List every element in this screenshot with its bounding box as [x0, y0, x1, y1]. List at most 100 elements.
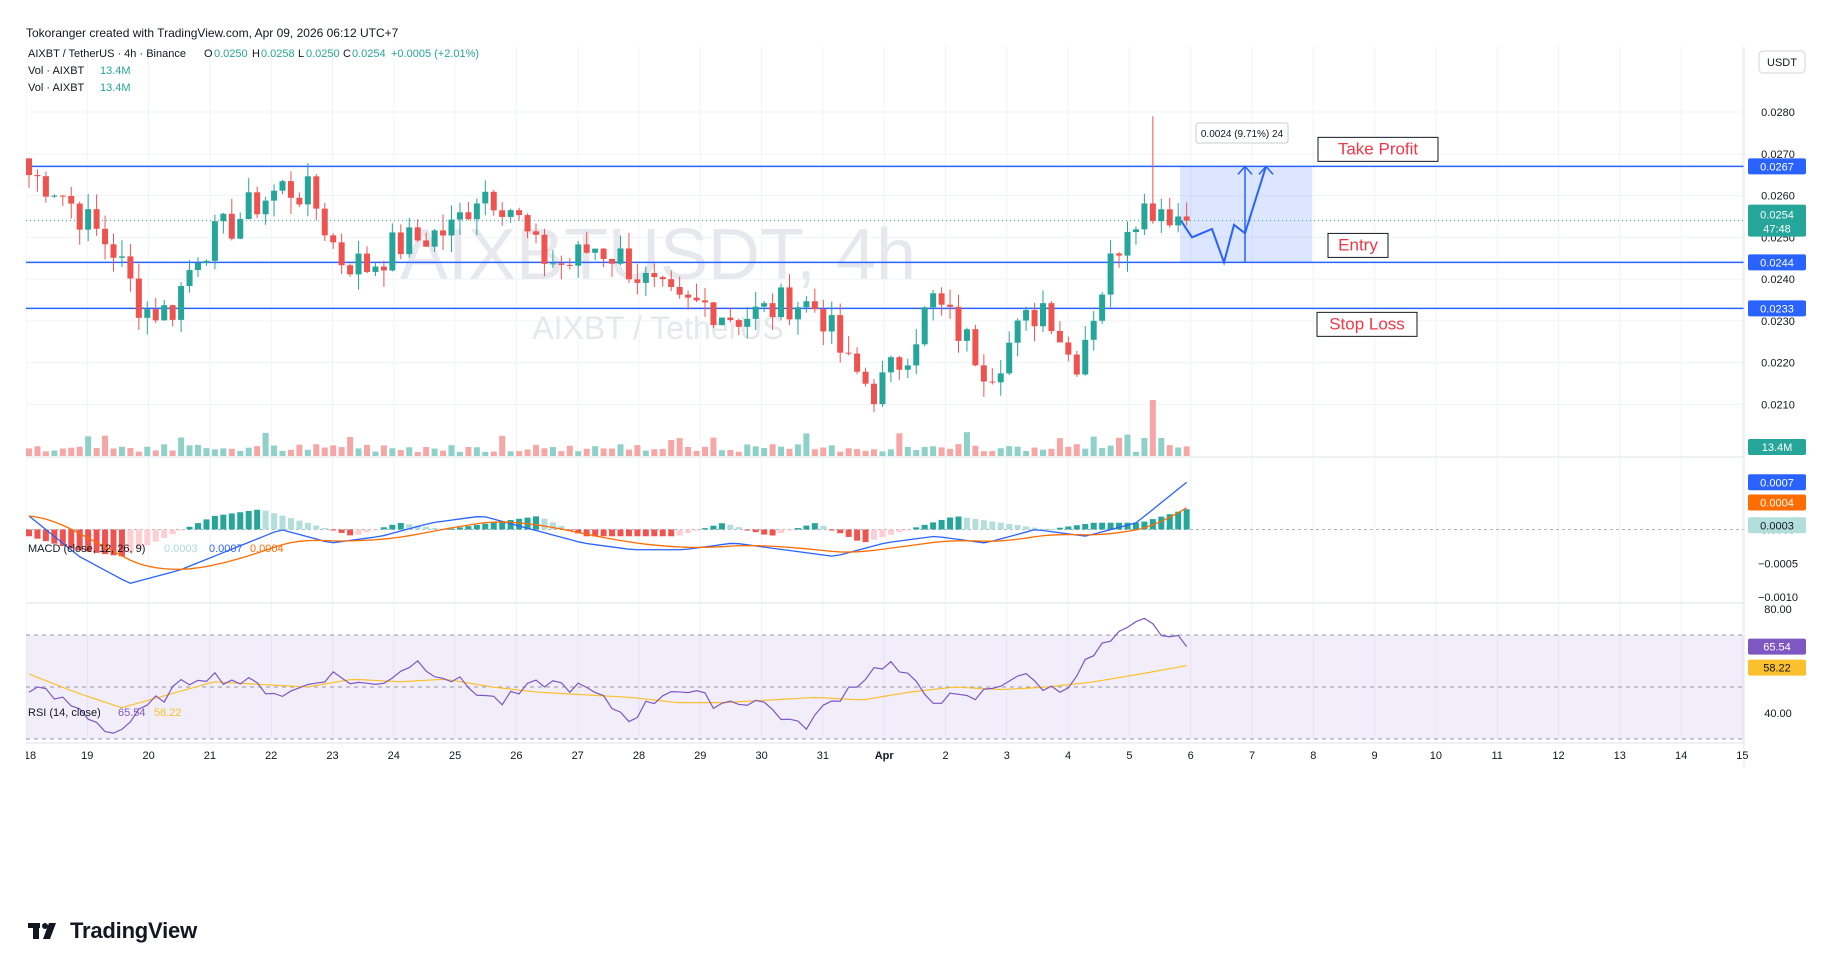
time-tick-label: 25 — [449, 750, 461, 762]
volume-bar — [575, 451, 582, 456]
macd-hist-bar — [364, 529, 370, 533]
time-axis[interactable]: 18 19 20 21 22 23 24 25 26 27 28 29 30 31 Apr 2 3 4 5 6 7 8 9 1… — [24, 750, 1749, 762]
candle-body — [634, 279, 641, 283]
volume-bar — [566, 445, 573, 456]
macd-hist-bar — [1175, 511, 1182, 530]
candle-body — [997, 373, 1004, 383]
volume-bar — [617, 444, 624, 456]
time-tick-label: 9 — [1372, 750, 1378, 762]
macd-hist-bar — [938, 519, 945, 530]
currency-button[interactable]: USDT — [1758, 50, 1806, 74]
time-tick-label: 6 — [1188, 750, 1194, 762]
volume-bar — [102, 435, 109, 456]
symbol-title[interactable]: AIXBT / TetherUS · 4h · Binance — [28, 48, 186, 60]
candle-body — [1183, 216, 1190, 221]
macd-hist-bar — [186, 526, 193, 530]
volume-bar — [668, 439, 675, 456]
candle-body — [820, 309, 827, 332]
volume-bar — [1124, 434, 1131, 456]
axis-badge-label: 0.0007 — [1760, 477, 1794, 489]
volume-bar — [51, 450, 58, 456]
time-tick-label: 5 — [1126, 750, 1132, 762]
macd-hist-bar — [423, 526, 430, 530]
volume-bar — [389, 448, 396, 456]
macd-hist-bar — [989, 521, 996, 530]
level-label-box — [1316, 311, 1418, 337]
macd-hist-bar — [955, 516, 962, 530]
candle-body — [583, 244, 590, 253]
candle-body — [203, 260, 210, 263]
macd-hist-bar — [321, 527, 328, 530]
volume-bar — [372, 451, 379, 456]
volume-legend-1[interactable]: Vol · AIXBT — [28, 65, 85, 77]
volume-bar — [59, 448, 66, 456]
candle-body — [42, 176, 49, 197]
candle-body — [330, 235, 337, 243]
candle-body — [406, 227, 413, 255]
macd-hist-bar — [1082, 524, 1089, 530]
candle-body — [887, 357, 894, 373]
volume-bar — [1175, 447, 1182, 456]
candle-body — [76, 203, 83, 230]
axis-badge-label: 13.4M — [1762, 442, 1793, 454]
macd-hist-bar — [668, 529, 675, 537]
price-tick-label: 0.0280 — [1761, 107, 1795, 119]
candle-body — [972, 329, 979, 366]
candle-body — [854, 353, 861, 372]
macd-hist-bar — [702, 528, 708, 530]
macd-hist-bar — [1014, 525, 1021, 530]
rsi-tick-label: 80.00 — [1764, 604, 1792, 616]
macd-hist-bar — [972, 518, 979, 530]
candle-body — [980, 365, 987, 382]
candle-body — [566, 264, 573, 266]
volume-legend-2-value: 13.4M — [100, 82, 131, 94]
symbol-legend: AIXBT / TetherUS · 4h · Binance O 0.0250… — [28, 48, 479, 94]
axis-badge-label: 65.54 — [1763, 642, 1791, 654]
rsi-legend: RSI (14, close) 65.54 58.22 — [28, 707, 182, 719]
macd-hist-bar — [947, 517, 954, 530]
candle-body — [161, 305, 168, 321]
macd-hist-bar — [727, 524, 734, 530]
macd-pane — [26, 481, 1744, 584]
close-value: 0.0254 — [352, 48, 386, 60]
macd-tick-label: −0.0005 — [1758, 558, 1798, 570]
volume-bar — [710, 437, 717, 456]
macd-line-value: 0.0007 — [209, 543, 243, 555]
price-tick-label: 0.0230 — [1761, 316, 1795, 328]
trading-chart[interactable]: AIXBTUSDT, 4h AIXBT / TetherUS Take Prof… — [24, 47, 1812, 904]
macd-hist-bar — [592, 529, 599, 537]
macd-hist-bar — [854, 529, 861, 541]
volume-bar — [609, 448, 616, 456]
candle-body — [549, 263, 556, 265]
volume-bar — [879, 451, 886, 456]
candle-body — [237, 219, 244, 239]
volume-bar — [871, 449, 877, 456]
change-value: +0.0005 (+2.01%) — [391, 48, 479, 60]
macd-hist-bar — [1056, 527, 1063, 530]
volume-bar — [887, 449, 894, 456]
price-levels: Take Profit Entry Stop Loss — [26, 136, 1744, 337]
macd-hist-bar — [414, 525, 421, 530]
high-value: 0.0258 — [261, 48, 295, 60]
macd-hist-bar — [862, 529, 869, 543]
volume-bar — [287, 449, 294, 456]
volume-legend-2[interactable]: Vol · AIXBT — [28, 82, 85, 94]
axis-badge — [1748, 659, 1806, 676]
candle-body — [1158, 209, 1165, 222]
tradingview-logo[interactable]: TradingView — [28, 918, 197, 944]
volume-bar — [1048, 448, 1055, 456]
time-tick-label: 26 — [510, 750, 522, 762]
macd-title[interactable]: MACD (close, 12, 26, 9) — [28, 543, 145, 555]
candle-body — [499, 210, 506, 217]
level-label-box — [1317, 136, 1439, 162]
axis-badge — [1748, 474, 1806, 491]
macd-hist-bar — [778, 529, 785, 533]
time-tick-label: 14 — [1675, 750, 1687, 762]
time-tick-label: 13 — [1614, 750, 1626, 762]
macd-hist-bar — [195, 523, 201, 530]
volume-bar — [313, 444, 320, 456]
macd-hist-bar — [456, 527, 463, 530]
measure-label-box — [1195, 122, 1289, 144]
candle-body — [1048, 303, 1055, 331]
rsi-title[interactable]: RSI (14, close) — [28, 707, 101, 719]
